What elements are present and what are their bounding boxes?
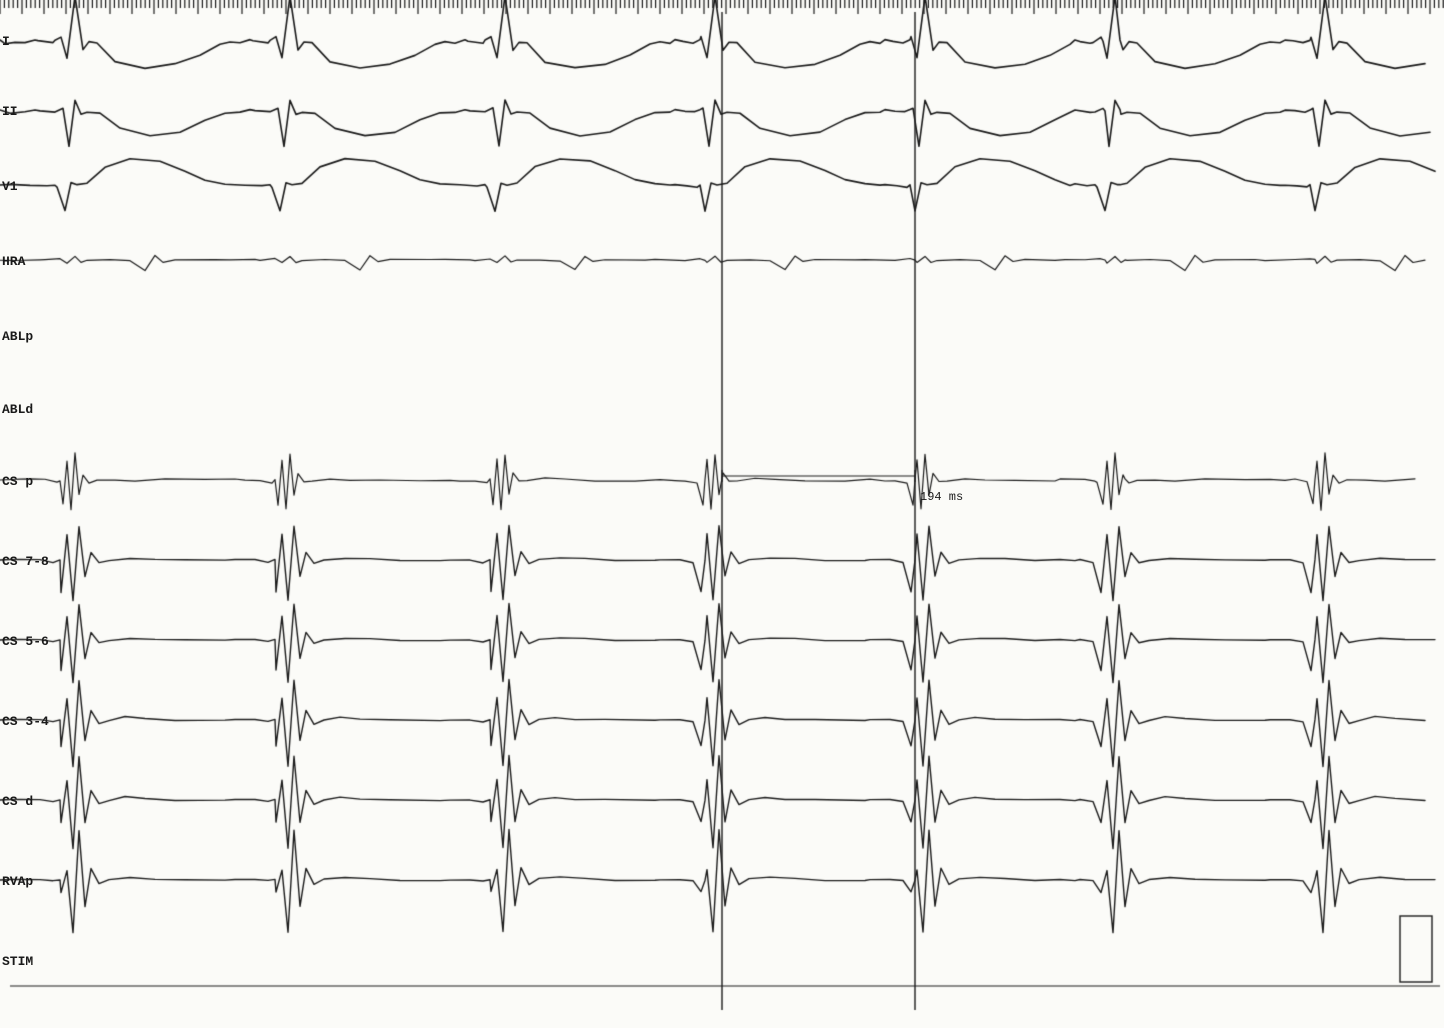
lead-label-abld: ABLd bbox=[2, 402, 33, 417]
lead-label-cs56: CS 5-6 bbox=[2, 634, 49, 649]
lead-label-cs34: CS 3-4 bbox=[2, 714, 49, 729]
lead-label-cs78: CS 7-8 bbox=[2, 554, 49, 569]
lead-label-stim: STIM bbox=[2, 954, 33, 969]
lead-label-i: I bbox=[2, 34, 10, 49]
lead-label-v1: V1 bbox=[2, 179, 18, 194]
lead-label-rvap: RVAp bbox=[2, 874, 33, 889]
lead-label-hra: HRA bbox=[2, 254, 25, 269]
electrogram-canvas bbox=[0, 0, 1444, 1028]
lead-label-ii: II bbox=[2, 104, 18, 119]
lead-label-csd: CS d bbox=[2, 794, 33, 809]
caliper-annotation: 194 ms bbox=[920, 490, 963, 504]
lead-label-csp: CS p bbox=[2, 474, 33, 489]
lead-label-ablp: ABLp bbox=[2, 329, 33, 344]
